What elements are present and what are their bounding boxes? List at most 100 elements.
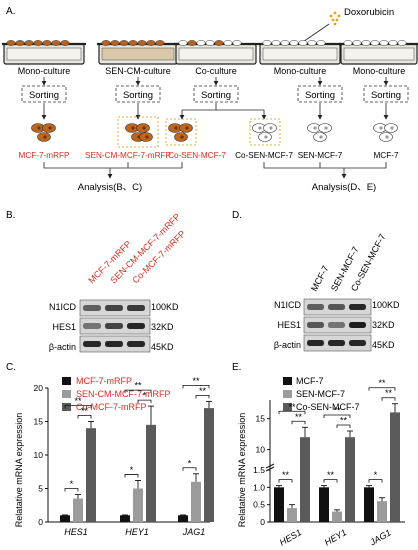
analysis-bc-label: Analysis(B、C) — [78, 182, 142, 193]
blot-kd-label: 100KD — [372, 300, 400, 310]
significance-star: ** — [81, 406, 89, 416]
significance-star: ** — [295, 412, 303, 422]
significance-star: ** — [74, 396, 82, 406]
x-tick-label: JAG1 — [182, 527, 206, 537]
significance-star: ** — [327, 470, 335, 480]
doxorubicin-dots-icon — [329, 11, 341, 26]
bar — [133, 488, 143, 522]
cell-label: SEN-CM-MCF-7-mRFP — [85, 151, 171, 160]
y-tick-label: 0.5 — [253, 500, 265, 510]
bar — [204, 408, 214, 522]
western-blot-d — [303, 298, 372, 352]
doxorubicin-label: Doxorubicin — [344, 7, 394, 18]
cell-label: Co-SEN-MCF-7 — [235, 151, 293, 160]
significance-star: ** — [385, 388, 393, 398]
blot-band — [307, 340, 324, 346]
blot-band — [105, 305, 123, 311]
legend-c: MCF-7-mRFP SEN-CM-MCF-7-mRFP Co-MCF-7-mR… — [76, 376, 171, 412]
significance-star: ** — [333, 406, 341, 416]
panel-d-label: D. — [232, 210, 242, 221]
cell-icon — [252, 123, 277, 142]
blot-band — [307, 304, 324, 310]
dish-label: Mono-culture — [18, 66, 71, 76]
legend-swatch — [62, 390, 71, 398]
significance-bracket — [137, 399, 152, 404]
blot-band — [349, 340, 366, 346]
significance-star: ** — [134, 381, 142, 391]
cell-icon — [168, 123, 193, 142]
blot-band — [127, 305, 145, 311]
significance-star: ** — [199, 386, 207, 396]
bar — [319, 487, 329, 522]
significance-bracket — [368, 387, 396, 391]
sorting-boxes — [21, 85, 409, 103]
petri-dish — [174, 40, 258, 65]
bar — [146, 424, 156, 522]
legend-swatch — [283, 377, 292, 385]
blot-band — [105, 341, 123, 347]
axis-break — [265, 463, 275, 469]
panel-b: B. MCF-7-mRFP SEN-CM-MCF-7-mRFP Co-MCF-7… — [6, 210, 187, 353]
x-tick-label: HEY1 — [125, 527, 149, 537]
significance-bracket — [124, 389, 152, 394]
cell-icon — [125, 123, 153, 142]
blot-kd-label: 45KD — [372, 340, 395, 350]
significance-star: * — [143, 391, 147, 401]
significance-bracket — [278, 410, 306, 415]
significance-bracket — [77, 415, 92, 419]
bar — [287, 508, 297, 522]
y-tick-label: 15 — [34, 417, 44, 427]
significance-star: ** — [282, 470, 290, 480]
significance-bracket — [278, 479, 293, 483]
blot-band — [328, 340, 345, 346]
significance-bracket — [182, 384, 210, 389]
significance-bracket — [336, 424, 351, 428]
x-tick-label: HES1 — [64, 527, 88, 537]
legend-swatch — [283, 390, 292, 398]
y-tick-label: 0 — [38, 517, 43, 527]
y-tick-label: 10 — [34, 450, 44, 460]
significance-bracket — [381, 397, 396, 401]
significance-bracket — [124, 474, 139, 478]
dish-labels: Mono-culture SEN-CM-culture Co-culture M… — [18, 66, 406, 76]
dish-label: Co-culture — [195, 66, 237, 76]
bar — [191, 481, 201, 522]
cell-icon — [307, 123, 332, 142]
significance-star: * — [130, 465, 134, 475]
bar — [274, 487, 284, 522]
dish-label: Mono-culture — [274, 66, 327, 76]
panel-c: C. Relatative mRNA expression 05101520**… — [6, 362, 214, 537]
sorting-label: Sorting — [305, 90, 335, 101]
cell-label: Co-SEN-MCF-7 — [168, 151, 226, 160]
y-axis-label: Relatative mRNA expression — [237, 413, 247, 528]
petri-dish — [97, 40, 179, 65]
legend-swatch — [62, 377, 71, 385]
panel-b-label: B. — [6, 210, 15, 221]
blot-band — [328, 322, 345, 328]
bar — [332, 511, 342, 522]
cell-clusters — [31, 123, 398, 142]
legend-entry: SEN-CM-MCF-7-mRFP — [76, 389, 171, 399]
petri-dish — [339, 40, 418, 65]
legend-entry: Co-SEN-MCF-7 — [296, 402, 360, 412]
significance-bracket — [323, 414, 351, 418]
bar — [377, 501, 387, 522]
x-tick-label: HEY1 — [323, 527, 348, 547]
arrows-dish-sorting — [41, 77, 389, 86]
bar — [120, 515, 130, 522]
arrows-sorting-cells — [41, 103, 389, 120]
significance-bracket — [368, 479, 383, 483]
significance-bracket — [182, 467, 197, 471]
analysis-de-label: Analysis(D、E) — [312, 182, 376, 193]
blot-row-label: β-actin — [49, 342, 76, 352]
significance-bracket — [64, 405, 92, 409]
bar — [300, 437, 310, 522]
x-tick-label: JAG1 — [367, 527, 392, 547]
y-tick-label: 15 — [256, 414, 266, 424]
significance-star: ** — [288, 402, 296, 412]
lane-label: MCF-7 — [309, 264, 331, 293]
panel-e: E. Relatative mRNA expression 0 0.5 1.0 1.5… — [232, 362, 405, 548]
blot-row-label: N1ICD — [274, 300, 302, 310]
bar — [73, 498, 83, 522]
